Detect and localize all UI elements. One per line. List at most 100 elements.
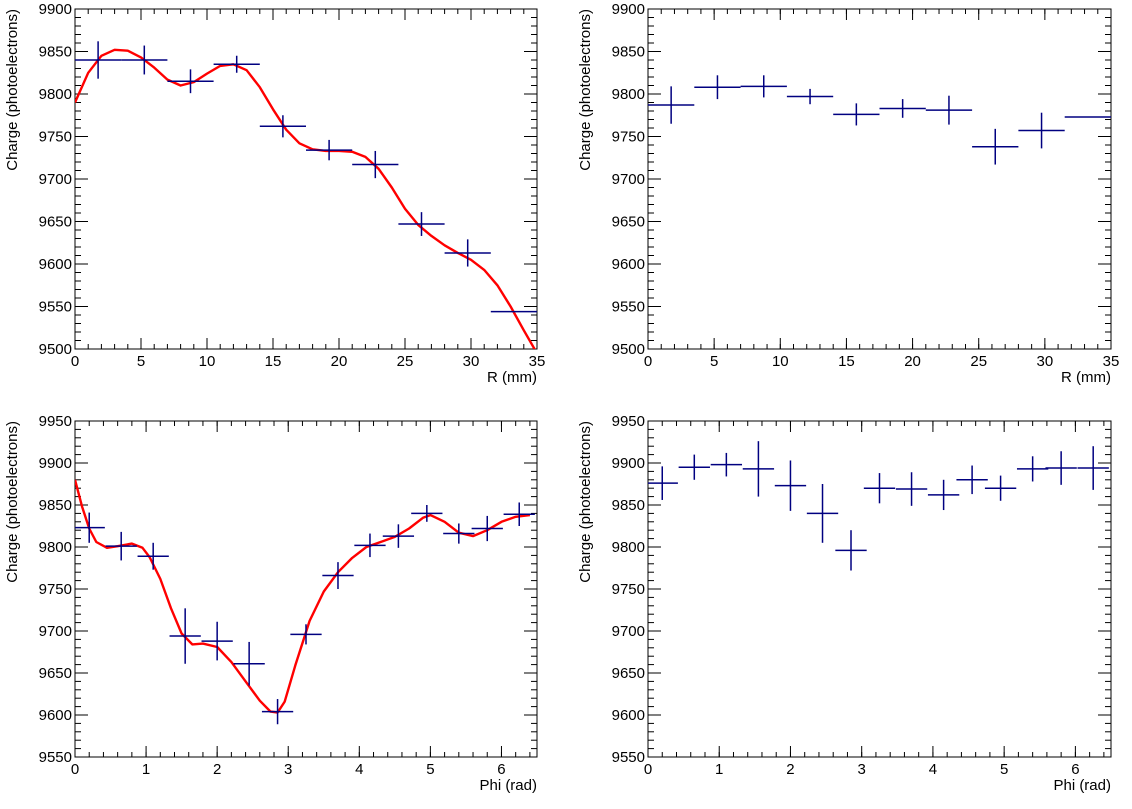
- y-tick-label: 9850: [612, 497, 645, 514]
- data-point: [167, 69, 214, 94]
- data-point: [927, 479, 960, 511]
- y-axis-title: Charge (photoelectrons): [4, 421, 21, 583]
- y-tick-label: 9600: [39, 256, 72, 273]
- data-point: [694, 75, 741, 100]
- y-tick-label: 9850: [612, 44, 645, 61]
- data-point: [261, 699, 294, 725]
- y-tick-label: 9850: [39, 44, 72, 61]
- x-tick-label: 0: [644, 761, 652, 778]
- x-tick-label: 30: [1037, 353, 1054, 370]
- y-tick-label: 9800: [39, 86, 72, 103]
- y-tick-label: 9950: [612, 413, 645, 430]
- plot-frame: [647, 420, 1112, 758]
- fit-curve: [75, 48, 536, 349]
- data-point: [984, 475, 1017, 501]
- y-tick-label: 9950: [39, 413, 72, 430]
- y-tick-label: 9700: [612, 623, 645, 640]
- data-point: [1077, 446, 1109, 490]
- data-point: [710, 452, 743, 477]
- x-axis-title: R (mm): [1061, 369, 1111, 386]
- data-point: [75, 41, 122, 79]
- data-layer: [75, 41, 537, 349]
- data-point: [1045, 451, 1077, 485]
- x-tick-label: 15: [838, 353, 855, 370]
- data-point: [443, 523, 475, 544]
- x-tick-label: 2: [786, 761, 794, 778]
- plot-frame: [74, 420, 538, 758]
- data-point: [972, 128, 1019, 165]
- x-tick-label: 0: [71, 761, 79, 778]
- data-point: [411, 505, 443, 522]
- x-tick-label: 20: [331, 353, 348, 370]
- x-tick-label: 10: [772, 353, 789, 370]
- y-tick-label: 9800: [39, 539, 72, 556]
- x-tick-label: 4: [355, 761, 363, 778]
- data-point: [742, 441, 775, 497]
- y-tick-label: 9700: [39, 171, 72, 188]
- y-tick-label: 9750: [39, 129, 72, 146]
- data-point: [956, 465, 988, 495]
- x-tick-label: 35: [1103, 353, 1120, 370]
- data-point: [786, 88, 834, 105]
- x-tick-label: 5: [710, 353, 718, 370]
- x-tick-label: 30: [463, 353, 480, 370]
- x-tick-label: 25: [397, 353, 414, 370]
- x-tick-label: 2: [213, 761, 221, 778]
- data-point: [137, 542, 169, 570]
- data-point: [835, 530, 867, 571]
- data-point: [306, 139, 353, 161]
- y-tick-label: 9500: [612, 341, 645, 358]
- data-point: [471, 515, 503, 542]
- data-layer: [648, 75, 1111, 165]
- data-point: [806, 484, 839, 543]
- y-tick-label: 9650: [612, 665, 645, 682]
- data-point: [925, 95, 973, 125]
- y-tick-label: 9550: [39, 299, 72, 316]
- y-tick-label: 9900: [39, 455, 72, 472]
- x-tick-label: 35: [529, 353, 546, 370]
- y-tick-label: 9600: [39, 707, 72, 724]
- y-tick-label: 9700: [39, 623, 72, 640]
- data-point: [879, 99, 926, 118]
- x-tick-label: 6: [497, 761, 505, 778]
- x-tick-label: 0: [644, 353, 652, 370]
- data-point: [233, 641, 265, 686]
- panel-top-right: 0 5 10 15 20 25 30 35 9500 9550 9600 9650 9700 9750 98…: [577, 1, 1119, 386]
- data-layer: [75, 479, 535, 725]
- panel-top-left: 0 5 10 15 20 25 30 35 9500 9550 9600 9650 9700 9750 98…: [4, 1, 545, 386]
- x-tick-label: 15: [265, 353, 282, 370]
- y-axis-title: Charge (photoelectrons): [577, 421, 594, 583]
- x-tick-label: 10: [199, 353, 216, 370]
- y-tick-label: 9850: [39, 497, 72, 514]
- y-tick-label: 9600: [612, 256, 645, 273]
- data-point: [678, 454, 710, 480]
- y-tick-label: 9650: [612, 214, 645, 231]
- data-point: [740, 75, 787, 98]
- y-tick-label: 9600: [612, 707, 645, 724]
- data-point: [444, 239, 491, 267]
- x-tick-label: 1: [142, 761, 150, 778]
- x-tick-label: 3: [858, 761, 866, 778]
- data-point: [105, 531, 137, 561]
- y-tick-label: 9550: [612, 749, 645, 766]
- data-point: [398, 212, 445, 236]
- y-tick-label: 9700: [612, 171, 645, 188]
- y-axis-title: Charge (photoelectrons): [4, 9, 21, 171]
- data-layer: [648, 441, 1109, 571]
- x-tick-label: 1: [715, 761, 723, 778]
- data-point: [213, 55, 260, 73]
- data-point: [121, 45, 168, 75]
- data-point: [169, 608, 201, 664]
- y-tick-label: 9900: [39, 1, 72, 18]
- x-tick-label: 5: [1000, 761, 1008, 778]
- panel-bottom-left: 0 1 2 3 4 5 6 9550 9600 9650 9700 9750 9800 9850 9900 9…: [4, 413, 538, 794]
- y-tick-label: 9500: [39, 341, 72, 358]
- y-tick-label: 9650: [39, 665, 72, 682]
- data-point: [833, 103, 880, 126]
- x-tick-label: 6: [1071, 761, 1079, 778]
- x-axis-title: Phi (rad): [1053, 777, 1111, 794]
- data-point: [503, 502, 535, 526]
- data-point: [201, 621, 233, 661]
- data-point: [895, 472, 928, 506]
- y-tick-label: 9550: [39, 749, 72, 766]
